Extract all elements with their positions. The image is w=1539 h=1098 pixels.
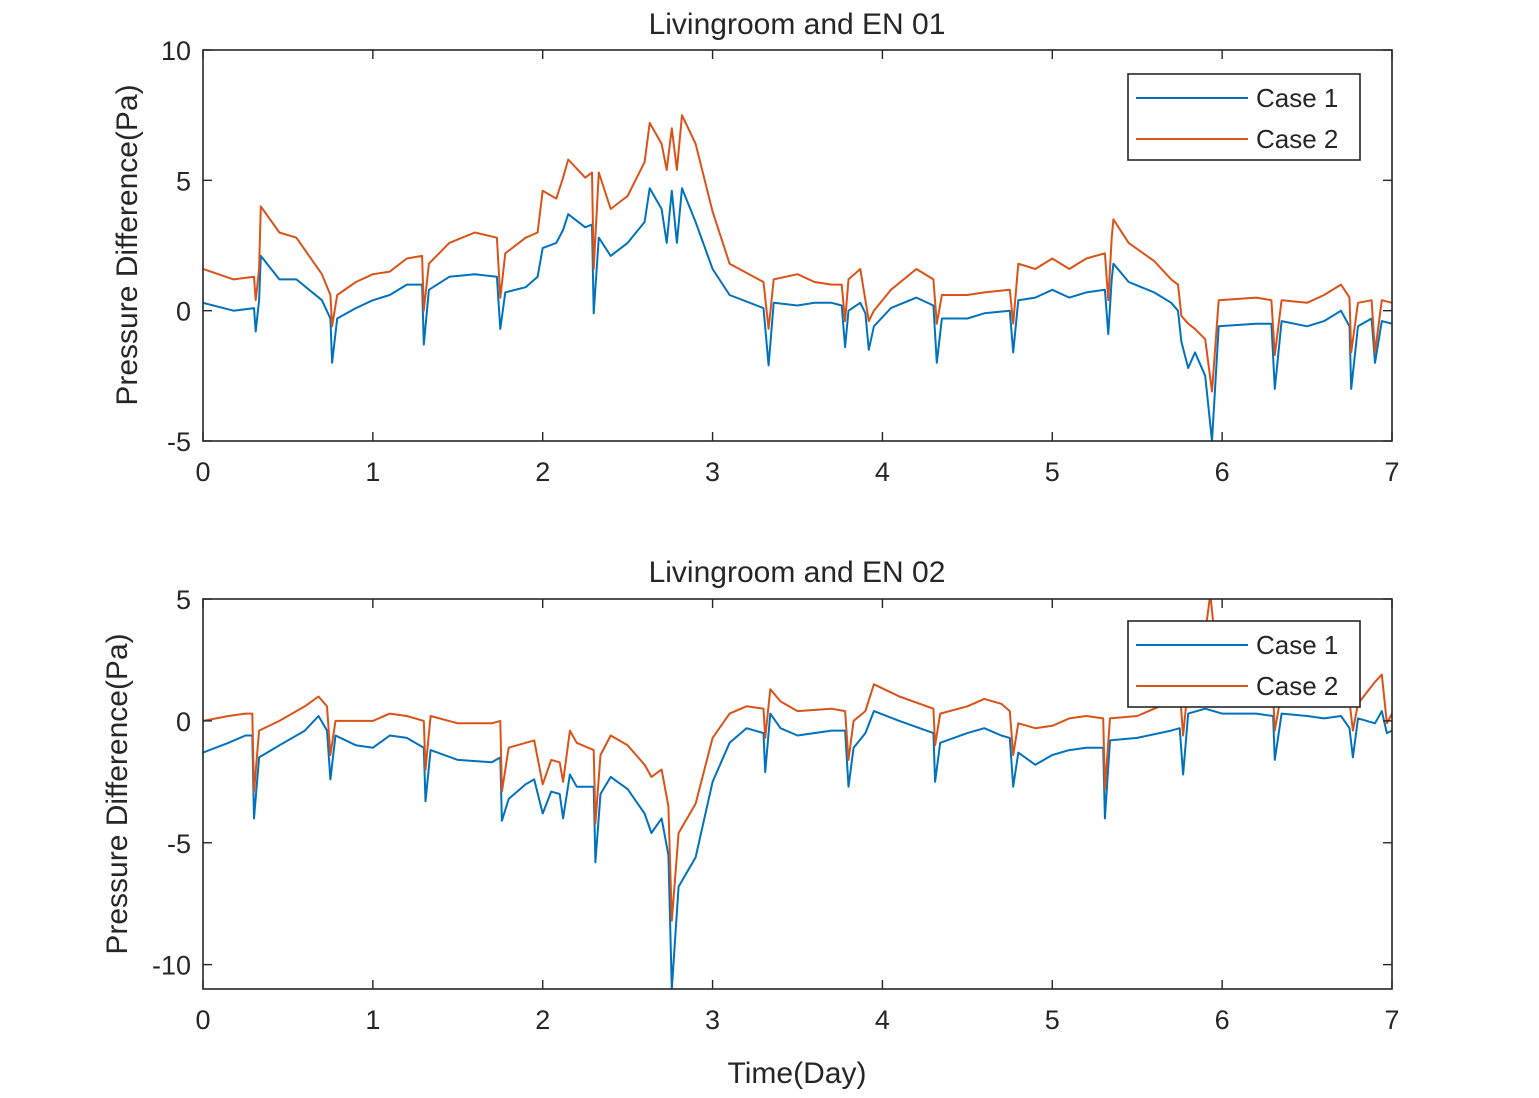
legend: Case 1 Case 2 [1127,620,1361,708]
x-tick-label: 0 [195,1005,210,1035]
legend-box [1127,620,1361,708]
y-axis-label: Pressure Difference(Pa) [101,633,134,954]
plot-frame [202,49,1393,442]
x-tick-label: 0 [195,457,210,487]
chart-title: Livingroom and EN 01 [649,8,946,41]
legend-box [1127,73,1361,161]
x-tick-label: 2 [535,1005,550,1035]
y-tick-label: -5 [167,427,191,457]
x-tick-label: 7 [1384,457,1399,487]
legend-label-case-1: Case 1 [1256,83,1338,113]
legend-label-case-2: Case 2 [1256,671,1338,701]
x-tick-label: 4 [875,457,890,487]
x-tick-label: 5 [1045,457,1060,487]
x-tick-label: 3 [705,457,720,487]
series-layer [203,114,1392,441]
y-tick-label: 5 [176,585,191,615]
y-tick-label: 5 [176,166,191,196]
x-tick-label: 2 [535,457,550,487]
x-tick-label: 1 [365,1005,380,1035]
ticks: 0 1 2 3 4 5 6 7 -10 -5 0 5 [152,585,1400,1035]
series-line-case-1 [203,187,1392,441]
x-tick-label: 5 [1045,1005,1060,1035]
series-layer [203,599,1392,989]
series-line-case-2 [203,599,1392,922]
x-tick-label: 3 [705,1005,720,1035]
x-tick-label: 7 [1384,1005,1399,1035]
chart-title: Livingroom and EN 02 [649,556,946,589]
x-tick-label: 6 [1215,457,1230,487]
x-axis-label: Time(Day) [728,1057,867,1090]
y-tick-label: -10 [152,951,191,981]
y-tick-label: 0 [176,707,191,737]
plot-frame [202,598,1393,990]
legend-label-case-1: Case 1 [1256,630,1338,660]
y-tick-label: 0 [176,297,191,327]
chart-livingroom-en-02: Livingroom and EN 02 0 1 2 3 4 5 6 7 -10 -5 0 5 Tim… [101,556,1400,1090]
legend: Case 1 Case 2 [1127,73,1361,161]
x-tick-label: 6 [1215,1005,1230,1035]
series-line-case-2 [203,114,1392,393]
legend-label-case-2: Case 2 [1256,124,1338,154]
x-tick-label: 1 [365,457,380,487]
y-axis-label: Pressure Difference(Pa) [111,84,144,405]
x-tick-label: 4 [875,1005,890,1035]
y-tick-label: -5 [167,829,191,859]
series-line-case-1 [203,707,1392,989]
y-tick-label: 10 [161,36,191,66]
